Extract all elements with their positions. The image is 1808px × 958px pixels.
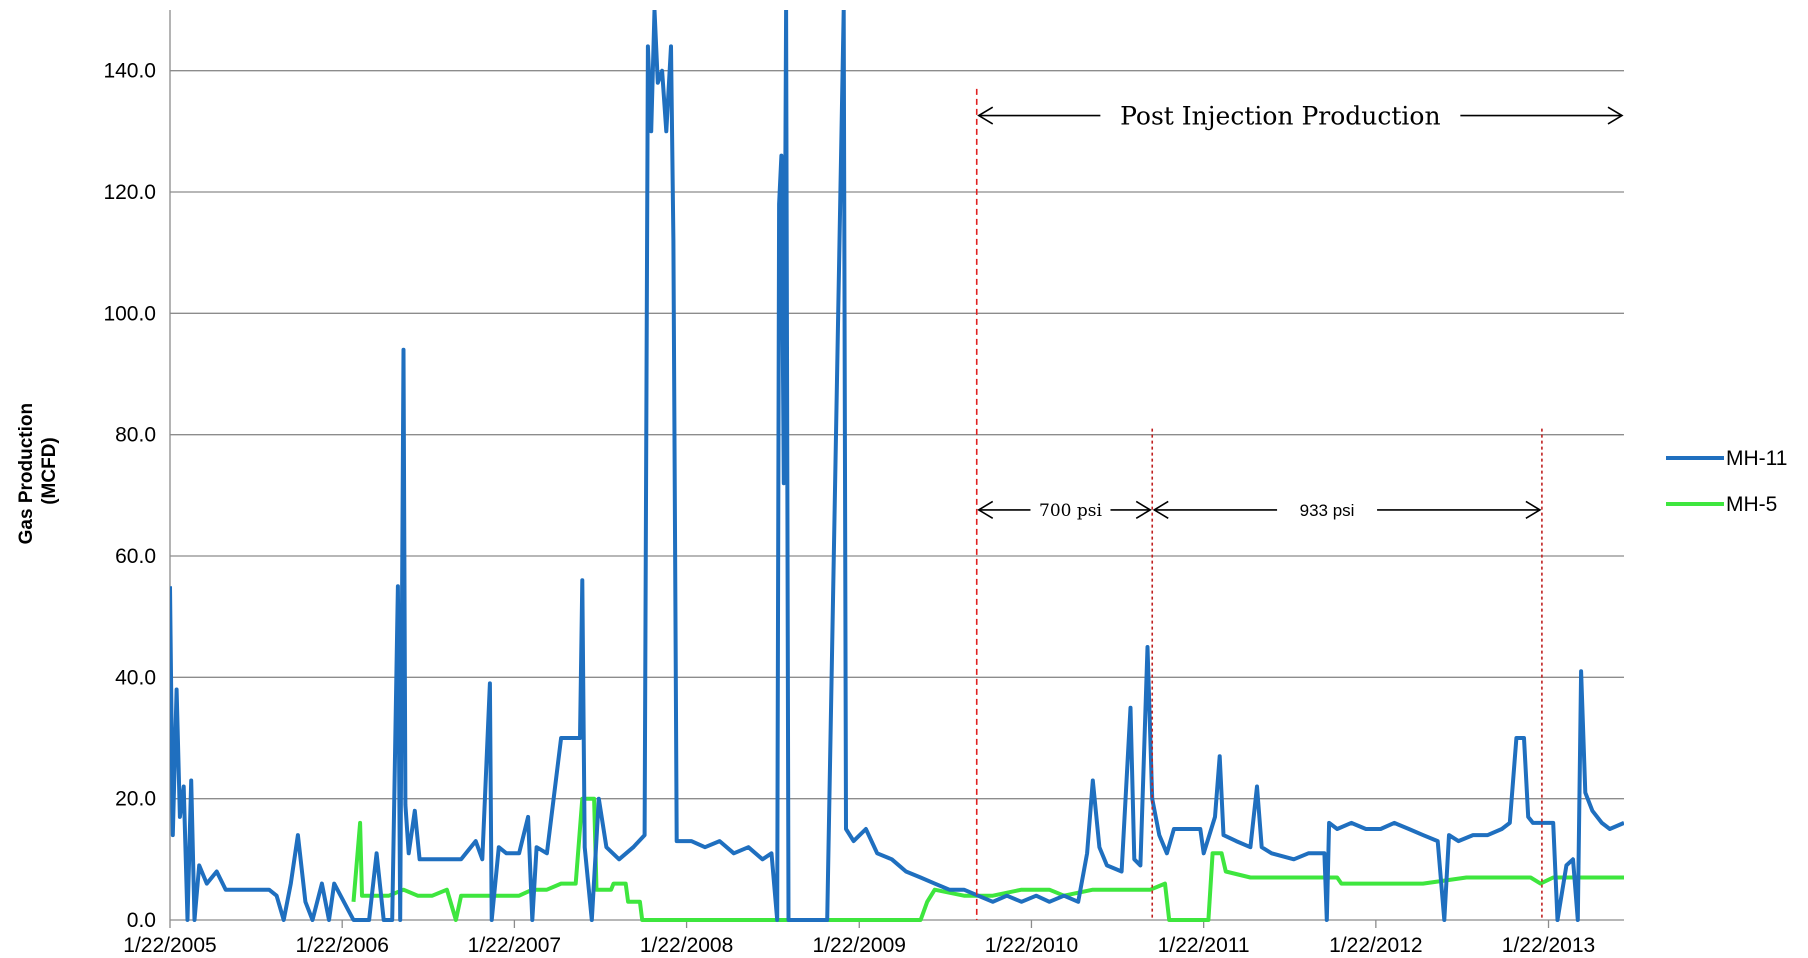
y-axis: 0.0 20.0 40.0 60.0 80.0 100.0 120.0 140.0 xyxy=(103,10,171,932)
x-tick-label: 1/22/2008 xyxy=(640,934,733,957)
y-tick-label: 60.0 xyxy=(115,545,156,568)
y-tick-label: 120.0 xyxy=(103,181,156,204)
annotations: Post Injection Production 700 psi 933 psi xyxy=(977,101,1624,521)
arrow-head xyxy=(977,500,994,519)
annotation-label: 933 psi xyxy=(1300,501,1355,520)
legend-label-mh-5: MH-5 xyxy=(1726,493,1777,516)
y-axis-title-line-1: Gas Production xyxy=(16,403,37,544)
series-line-mh-5 xyxy=(351,796,1624,922)
y-tick-label: 0.0 xyxy=(127,909,156,932)
y-tick-label: 140.0 xyxy=(103,60,156,83)
x-tick-label: 1/22/2009 xyxy=(813,934,906,957)
x-tick-label: 1/22/2006 xyxy=(295,934,388,957)
x-tick-label: 1/22/2010 xyxy=(985,934,1078,957)
plot-area xyxy=(170,10,1624,922)
x-tick-label: 1/22/2005 xyxy=(123,934,216,957)
legend: MH-11 MH-5 xyxy=(1666,447,1787,516)
x-tick-label: 1/22/2007 xyxy=(468,934,561,957)
legend-label-mh-11: MH-11 xyxy=(1726,447,1787,470)
arrow-head xyxy=(1607,106,1624,125)
x-axis: 1/22/2005 1/22/2006 1/22/2007 1/22/2008 1/22… xyxy=(123,919,1624,957)
y-axis-title: Gas Production (MCFD) xyxy=(16,398,60,545)
x-tick-label: 1/22/2011 xyxy=(1158,934,1250,957)
arrow-head xyxy=(1152,500,1169,519)
arrow-head xyxy=(977,106,994,125)
y-tick-label: 40.0 xyxy=(115,666,156,689)
annotation-label: Post Injection Production xyxy=(1120,101,1440,130)
x-tick-label: 1/22/2013 xyxy=(1502,934,1595,957)
series-line-mh-11 xyxy=(170,10,1624,922)
annotation-label: 700 psi xyxy=(1039,501,1102,521)
x-tick-label: 1/22/2012 xyxy=(1329,934,1422,957)
y-tick-label: 100.0 xyxy=(103,302,156,325)
arrow-head xyxy=(1525,500,1542,519)
arrow-head xyxy=(1135,500,1152,519)
markers xyxy=(975,88,1543,920)
gridlines xyxy=(170,70,1624,800)
y-tick-label: 20.0 xyxy=(115,788,156,811)
y-axis-title-line-2: (MCFD) xyxy=(39,437,60,505)
y-tick-label: 80.0 xyxy=(115,424,156,447)
